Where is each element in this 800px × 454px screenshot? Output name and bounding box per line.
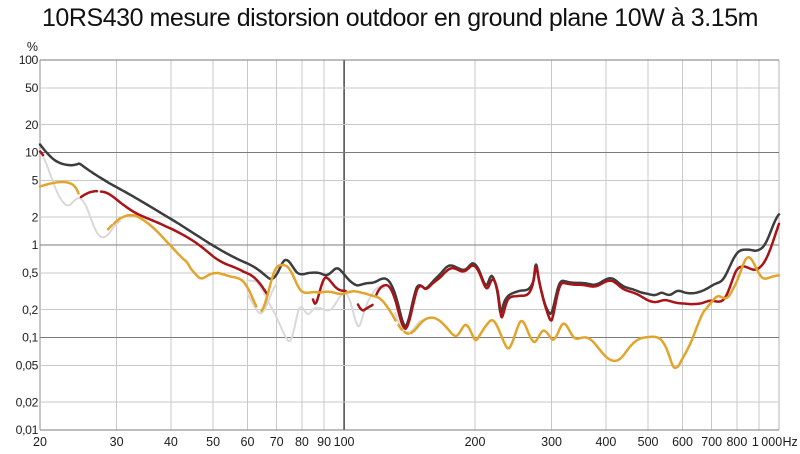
svg-text:80: 80 (295, 435, 309, 449)
svg-text:0,01: 0,01 (16, 423, 39, 437)
svg-text:20: 20 (25, 118, 38, 132)
svg-text:10: 10 (25, 146, 38, 160)
svg-text:100: 100 (19, 53, 39, 67)
svg-text:90: 90 (317, 435, 331, 449)
svg-text:600: 600 (672, 435, 693, 449)
svg-text:400: 400 (595, 435, 616, 449)
svg-text:0,05: 0,05 (16, 359, 39, 373)
svg-text:800: 800 (726, 435, 747, 449)
svg-text:50: 50 (206, 435, 220, 449)
svg-text:1 000: 1 000 (752, 435, 782, 449)
svg-text:40: 40 (164, 435, 178, 449)
svg-text:0,1: 0,1 (22, 331, 38, 345)
svg-text:50: 50 (25, 81, 38, 95)
svg-text:500: 500 (638, 435, 659, 449)
svg-text:60: 60 (241, 435, 255, 449)
svg-text:0,5: 0,5 (22, 266, 38, 280)
svg-text:200: 200 (465, 435, 486, 449)
svg-text:%: % (27, 40, 38, 54)
svg-text:70: 70 (270, 435, 284, 449)
svg-text:Hz: Hz (783, 435, 798, 449)
svg-text:5: 5 (32, 174, 39, 188)
svg-text:700: 700 (701, 435, 722, 449)
svg-text:0,02: 0,02 (16, 395, 39, 409)
svg-text:2: 2 (32, 210, 39, 224)
svg-text:300: 300 (541, 435, 562, 449)
svg-text:30: 30 (110, 435, 124, 449)
svg-text:0,2: 0,2 (22, 303, 38, 317)
svg-text:20: 20 (33, 435, 47, 449)
svg-text:100: 100 (334, 435, 355, 449)
svg-text:1: 1 (32, 238, 39, 252)
